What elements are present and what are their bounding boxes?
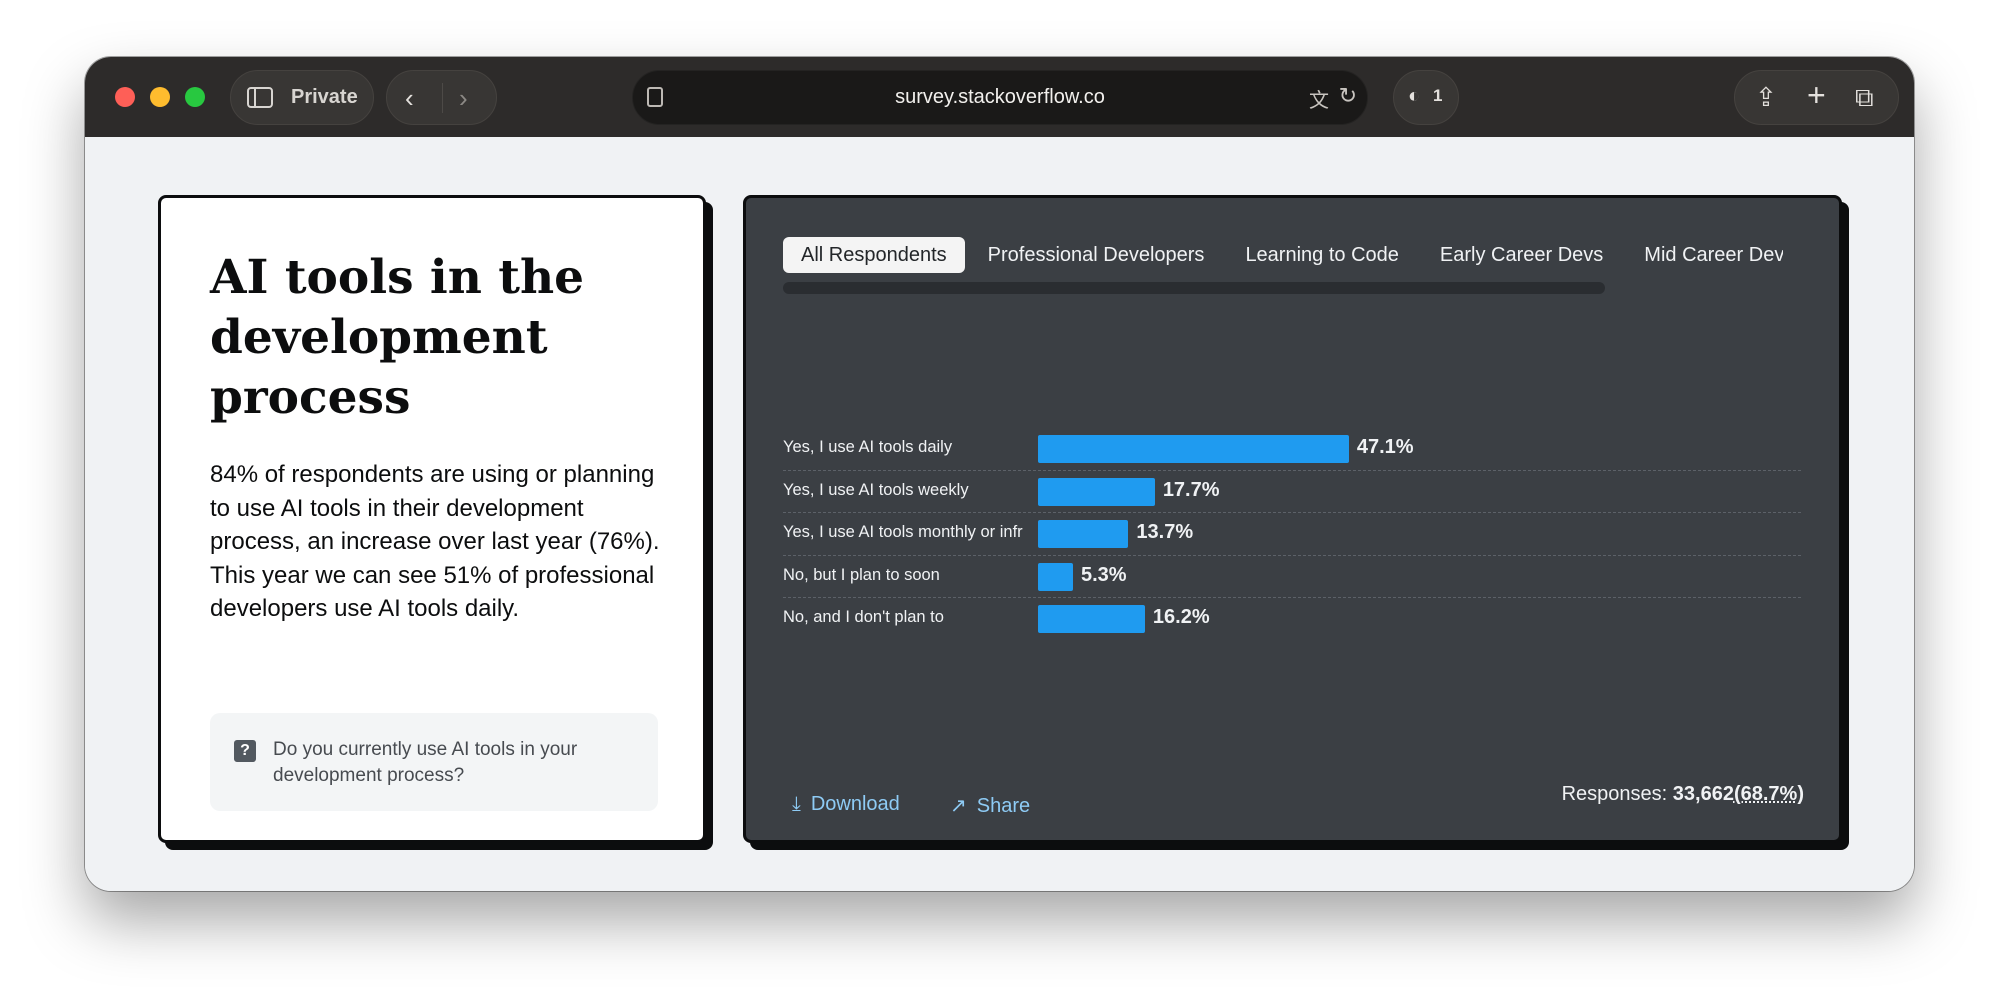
chart-bar[interactable] [1038, 477, 1155, 506]
chart-row: No, but I plan to soon 5.3% [783, 556, 1801, 598]
question-box: ? Do you currently use AI tools in your … [210, 713, 658, 811]
download-icon: ⤓ [792, 793, 801, 815]
respondent-tabs: All Respondents Professional Developers Le… [783, 237, 1783, 275]
tab-professional-developers[interactable]: Professional Developers [987, 244, 1205, 266]
chart-value-label: 17.7% [1162, 478, 1220, 501]
zoom-window-button[interactable] [185, 87, 205, 107]
nav-divider [442, 83, 443, 113]
private-label: Private [291, 86, 358, 108]
chart-category-label: No, but I plan to soon [783, 565, 940, 584]
close-window-button[interactable] [115, 87, 135, 107]
chart-category-label: No, and I don't plan to [783, 608, 944, 626]
chart-value-label: 16.2% [1152, 606, 1210, 628]
section-title: AI tools in the development process [210, 250, 585, 425]
tracker-count: 1 [1433, 86, 1443, 105]
page-content: AI tools in the development process 84% … [85, 137, 1914, 891]
usage-bar-chart: Yes, I use AI tools daily 47.1% Yes, I use… [783, 428, 1801, 648]
translate-icon[interactable]: 文 [1309, 90, 1329, 112]
privacy-report-button[interactable]: ◐ 1 [1393, 70, 1459, 125]
new-tab-icon[interactable]: + [1807, 77, 1826, 113]
external-share-icon: ↗ [950, 795, 967, 817]
url-text[interactable]: survey.stackoverflow.co [895, 86, 1105, 108]
chart-bar[interactable] [1038, 562, 1073, 591]
chart-row-divider [783, 597, 1801, 598]
chart-row: Yes, I use AI tools monthly or infrequen… [783, 513, 1801, 556]
chart-value-label: 13.7% [1136, 521, 1194, 543]
chart-value-label: 47.1% [1356, 436, 1414, 458]
browser-toolbar: Private ‹ › survey.stackoverflow.co 文 ↻ … [85, 57, 1914, 137]
tab-all-respondents[interactable]: All Respondents [783, 237, 965, 273]
chart-bar[interactable] [1038, 605, 1145, 633]
share-icon[interactable]: ⇪ [1755, 82, 1777, 112]
chart-row: Yes, I use AI tools daily 47.1% [783, 428, 1801, 471]
question-icon: ? [234, 740, 256, 762]
share-button[interactable]: ↗ Share [950, 793, 1030, 818]
tabs-scrollbar[interactable] [783, 282, 1605, 294]
download-label: Download [810, 793, 900, 815]
reload-icon[interactable]: ↻ [1338, 83, 1357, 108]
chart-category-label: Yes, I use AI tools monthly or infrequen… [783, 523, 1023, 541]
results-card: All Respondents Professional Developers Le… [743, 195, 1842, 843]
question-text: Do you currently use AI tools in your de… [273, 739, 578, 786]
navigation-controls: ‹ › [386, 70, 497, 125]
tab-early-career-devs[interactable]: Early Career Devs [1439, 244, 1604, 266]
back-chevron-icon[interactable]: ‹ [405, 83, 414, 113]
chart-value-label: 5.3% [1080, 563, 1127, 586]
responses-count: 33,662 [1672, 783, 1734, 805]
tab-mid-career-devs[interactable]: Mid Career Devs [1644, 244, 1783, 266]
shield-icon: ◐ [1408, 85, 1421, 107]
chart-bar[interactable] [1038, 520, 1129, 548]
chart-row-divider [783, 554, 1801, 556]
share-label: Share [976, 795, 1031, 817]
responses-percent[interactable]: (68.7%) [1733, 783, 1804, 805]
private-sidebar-button[interactable]: Private [230, 70, 374, 125]
address-bar[interactable]: survey.stackoverflow.co 文 ↻ [632, 70, 1368, 125]
responses-label: Responses: [1561, 783, 1668, 805]
tabs-overview-icon[interactable]: ⧉ [1855, 82, 1874, 112]
chart-row-divider [783, 469, 1801, 471]
browser-window: Private ‹ › survey.stackoverflow.co 文 ↻ … [85, 57, 1914, 891]
sidebar-icon [247, 87, 273, 108]
chart-category-label: Yes, I use AI tools weekly [783, 480, 969, 499]
chart-row: Yes, I use AI tools weekly 17.7% [783, 471, 1801, 513]
tab-learning-to-code[interactable]: Learning to Code [1245, 244, 1399, 266]
chart-category-label: Yes, I use AI tools daily [783, 438, 953, 456]
chart-row: No, and I don't plan to 16.2% [783, 598, 1801, 641]
intro-card: AI tools in the development process 84% … [158, 195, 706, 843]
download-button[interactable]: ⤓ Download [792, 793, 900, 816]
minimize-window-button[interactable] [150, 87, 170, 107]
responses-summary: Responses: 33,662(68.7%) [1562, 783, 1804, 806]
forward-chevron-icon[interactable]: › [459, 83, 468, 113]
toolbar-actions: ⇪ + ⧉ [1734, 70, 1899, 125]
section-description: 84% of respondents are using or planning… [210, 461, 660, 622]
chart-bar[interactable] [1038, 435, 1349, 463]
page-icon[interactable] [647, 87, 663, 107]
chart-row-divider [783, 512, 1801, 513]
